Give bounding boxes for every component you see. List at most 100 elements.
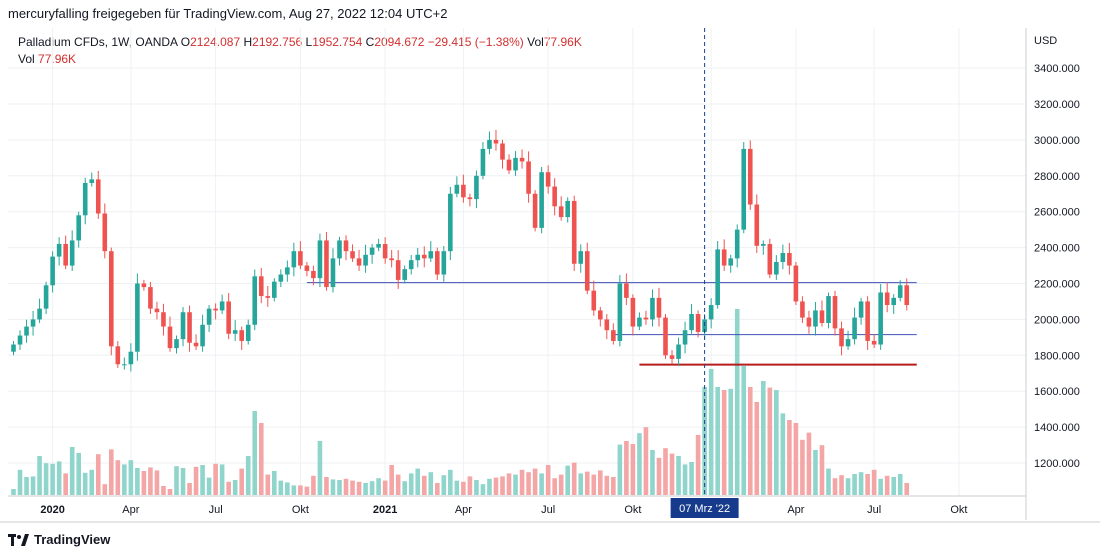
candle-body (813, 310, 818, 327)
volume-bar (819, 445, 825, 495)
candle-body (330, 258, 336, 288)
volume-bar (278, 480, 284, 495)
volume-bar (115, 460, 121, 495)
volume-bar (754, 402, 760, 495)
candle-body (128, 351, 134, 365)
tradingview-brand[interactable]: TradingView (34, 532, 111, 547)
candle-body (598, 310, 603, 320)
candle-body (617, 283, 623, 341)
candle-body (689, 314, 694, 331)
candle-body (611, 330, 616, 341)
volume-bar (109, 449, 114, 495)
candle-body (806, 317, 812, 327)
candle-body (187, 312, 192, 343)
candle-body (50, 256, 55, 286)
volume-bar (839, 475, 844, 495)
volume-bar (187, 483, 192, 495)
candle-body (278, 274, 284, 282)
candle-body (408, 260, 414, 270)
volume-bar (519, 469, 525, 495)
volume-bar (500, 476, 505, 495)
candle-body (356, 258, 362, 266)
volume-legend-row: Vol 77.96K (18, 52, 77, 66)
volume-bar (656, 457, 662, 495)
candle-body (571, 200, 577, 264)
volume-bar (415, 468, 421, 495)
candle-body (389, 258, 394, 261)
candle-body (17, 335, 23, 345)
volume-bar (747, 387, 753, 495)
volume-bar (650, 450, 655, 495)
volume-bar (884, 475, 890, 495)
volume-bar (493, 477, 499, 495)
candle-body (154, 308, 160, 313)
volume-bar (141, 471, 147, 495)
volume-bar (539, 473, 544, 495)
volume-bar (76, 453, 81, 495)
volume-bar (428, 472, 434, 495)
volume-bar (206, 477, 212, 495)
candle-body (435, 251, 440, 275)
candle-body (845, 339, 851, 347)
volume-bar (708, 369, 714, 495)
tradingview-logo-icon (8, 533, 29, 546)
x-tick-label: Jul (541, 504, 555, 516)
candle-body (578, 251, 584, 264)
volume-bar (767, 387, 773, 495)
candle-body (324, 240, 329, 288)
volume-bar (291, 485, 297, 495)
candle-body (245, 324, 251, 341)
volume-bar (630, 444, 636, 495)
x-tick-label: Jul (209, 504, 223, 516)
candle-body (363, 254, 368, 266)
candle-body (115, 346, 121, 365)
volume-bar (545, 465, 551, 495)
volume-bar (904, 483, 910, 495)
volume-bar (24, 477, 29, 495)
volume-bar (611, 477, 616, 495)
volume-bar (487, 478, 492, 495)
volume-bar (369, 481, 375, 495)
symbol-label[interactable]: Palladium CFDs, 1W, OANDA (18, 35, 178, 49)
y-tick-label: 1200.000 (1034, 458, 1080, 470)
candle-body (747, 148, 753, 205)
volume-bar (363, 483, 368, 495)
candle-body (493, 139, 499, 144)
volume-bar (897, 474, 903, 495)
candle-body (754, 204, 760, 246)
candle-body (148, 287, 153, 309)
volume-bar (343, 478, 349, 495)
volume-bar (232, 480, 238, 495)
candle-body (552, 186, 557, 207)
x-tick-label: Apr (122, 504, 139, 516)
volume-bar (95, 454, 101, 495)
volume-bar (474, 480, 479, 495)
candle-body (832, 296, 838, 329)
volume-bar (617, 444, 623, 495)
candle-body (624, 283, 629, 298)
x-tick-label: 2020 (40, 504, 64, 516)
volume-bar (891, 477, 896, 495)
high-value: 2192.756 (252, 35, 303, 49)
volume-bar (245, 456, 251, 495)
volume-bar (637, 433, 642, 495)
volume-bar (389, 465, 394, 495)
volume-bar (774, 390, 779, 495)
candle-body (161, 312, 166, 327)
volume-bar (480, 484, 486, 495)
volume-bar (734, 309, 740, 495)
volume-bar (102, 484, 108, 495)
candle-body (421, 254, 427, 259)
candle-body (728, 258, 733, 266)
volume-bar (219, 464, 225, 495)
candle-body (37, 308, 42, 320)
volume-bar (226, 481, 231, 495)
candle-body (95, 179, 101, 214)
volume-bar (376, 478, 381, 495)
volume-bar (311, 475, 316, 495)
candle-body (428, 251, 434, 259)
candle-body (656, 297, 662, 318)
volume-value: 77.96K (543, 35, 582, 49)
x-tick-label: Apr (787, 504, 804, 516)
